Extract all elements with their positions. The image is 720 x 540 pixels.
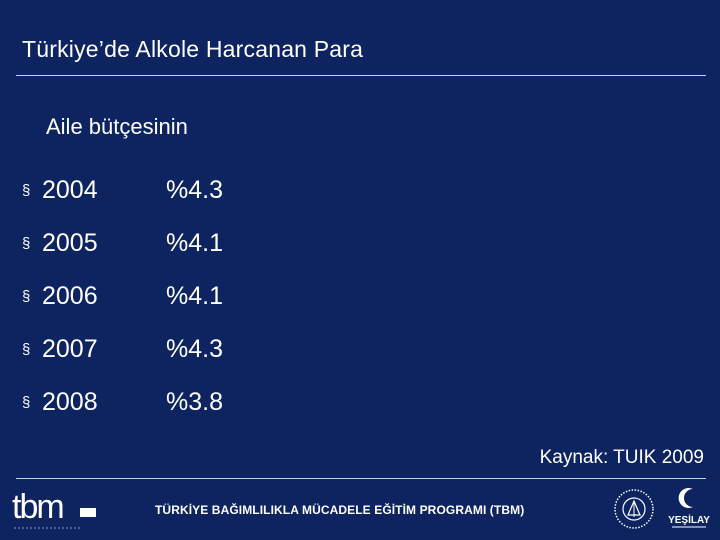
title-divider xyxy=(16,75,706,76)
footer-divider xyxy=(16,478,706,479)
list-item: § 2006 %4.1 xyxy=(22,270,223,323)
list-item: § 2007 %4.3 xyxy=(22,323,223,376)
year-label: 2005 xyxy=(42,229,98,257)
year-label: 2004 xyxy=(42,176,98,204)
yesilay-logo: YEŞİLAY xyxy=(668,488,710,528)
bullet-icon: § xyxy=(22,341,31,358)
yesilay-logo-text: YEŞİLAY xyxy=(668,513,710,526)
list-item: § 2005 %4.1 xyxy=(22,217,223,270)
crescent-icon xyxy=(678,488,693,508)
percent-value: %4.3 xyxy=(166,335,223,363)
list-item: § 2008 %3.8 xyxy=(22,376,223,429)
bullet-icon: § xyxy=(22,182,31,199)
ministry-seal-icon xyxy=(614,489,654,529)
footer-program-text: TÜRKİYE BAĞIMLILIKLA MÜCADELE EĞİTİM PRO… xyxy=(155,503,525,517)
source-note: Kaynak: TUIK 2009 xyxy=(539,447,704,468)
bullet-icon: § xyxy=(22,288,31,305)
bullet-icon: § xyxy=(22,235,31,252)
tbm-logo-text: tbm xyxy=(12,488,63,526)
year-label: 2007 xyxy=(42,335,98,363)
year-label: 2008 xyxy=(42,388,98,416)
list-item: § 2004 %4.3 xyxy=(22,164,223,217)
percent-value: %4.3 xyxy=(166,176,223,204)
slide-title: Türkiye’de Alkole Harcanan Para xyxy=(22,36,364,62)
percent-value: %3.8 xyxy=(166,388,223,416)
percent-value: %4.1 xyxy=(166,282,223,310)
year-label: 2006 xyxy=(42,282,98,310)
bullet-icon: § xyxy=(22,394,31,411)
year-percent-list: § 2004 %4.3 § 2005 %4.1 § 2006 %4.1 § 20… xyxy=(22,164,223,429)
subtitle: Aile bütçesinin xyxy=(46,114,188,139)
percent-value: %4.1 xyxy=(166,229,223,257)
tbm-logo-tag xyxy=(80,508,96,517)
tbm-logo: tbm xyxy=(12,488,96,529)
